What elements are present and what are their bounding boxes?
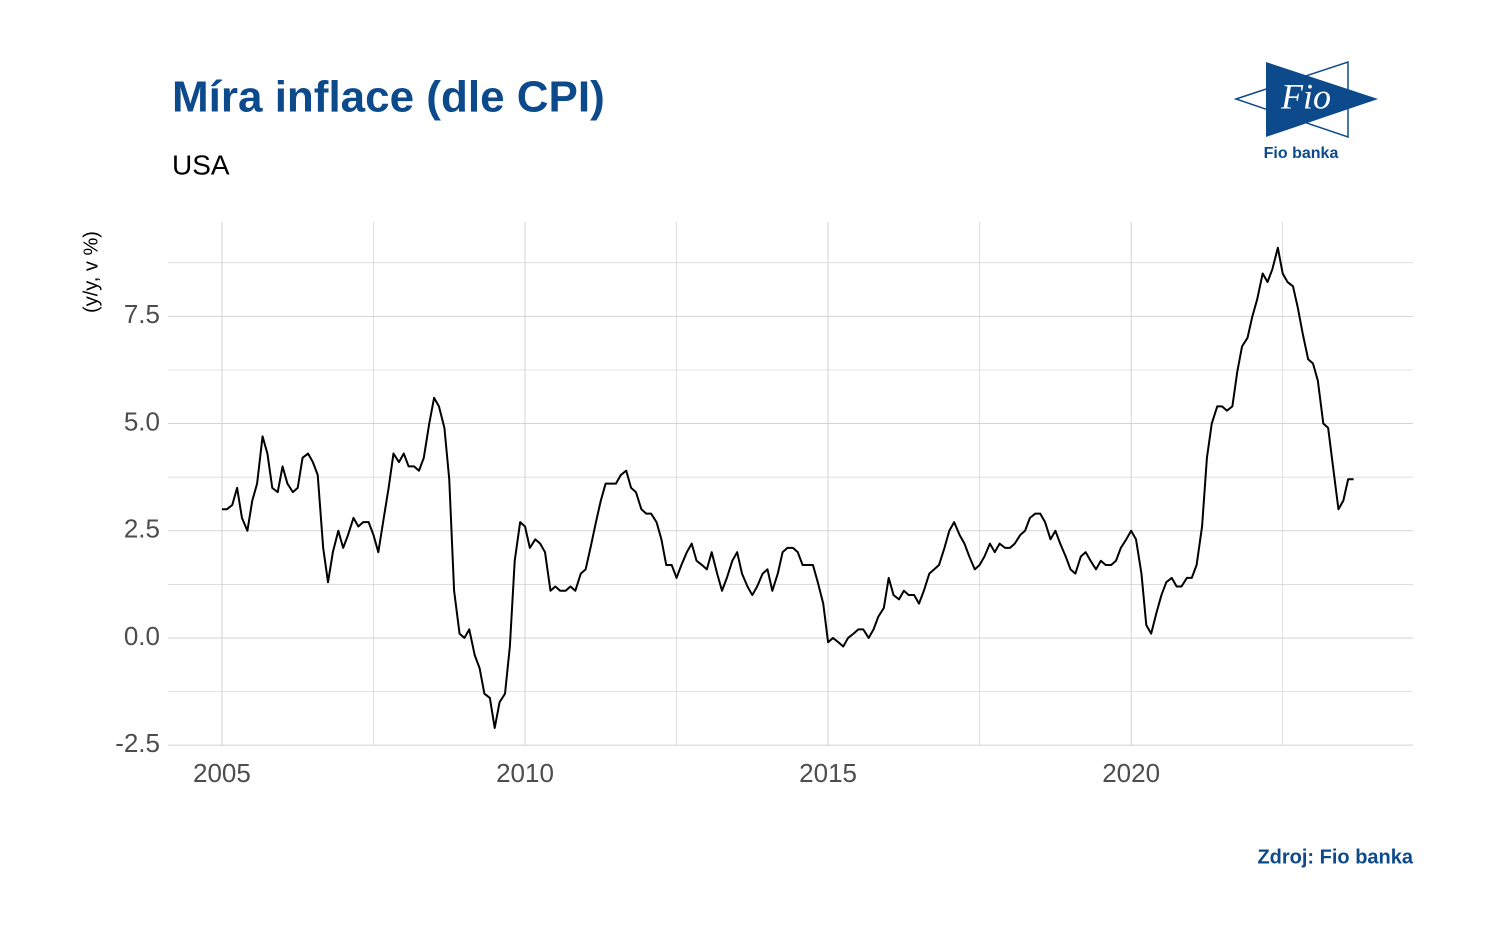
data-line [221,246,1354,729]
y-tick-label: 2.5 [124,514,160,544]
x-tick-label: 2015 [799,758,857,788]
y-tick-label: 0.0 [124,621,160,651]
y-tick-label: -2.5 [115,728,160,758]
y-tick-label: 7.5 [124,299,160,329]
y-axis-label: (y/y, v %) [80,231,102,313]
logo-text: Fio [1280,76,1331,116]
logo-flag [1266,62,1378,137]
chart-subtitle: USA [172,149,230,180]
x-tick-label: 2005 [193,758,251,788]
x-tick-label: 2010 [496,758,554,788]
source: Zdroj: Fio banka [1257,846,1413,868]
logo: Fio Fio banka [1233,60,1378,162]
chart-title: Míra inflace (dle CPI) [172,73,605,122]
y-tick-label: 5.0 [124,406,160,436]
x-tick-label: 2020 [1102,758,1160,788]
logo-caption: Fio banka [1264,145,1339,162]
